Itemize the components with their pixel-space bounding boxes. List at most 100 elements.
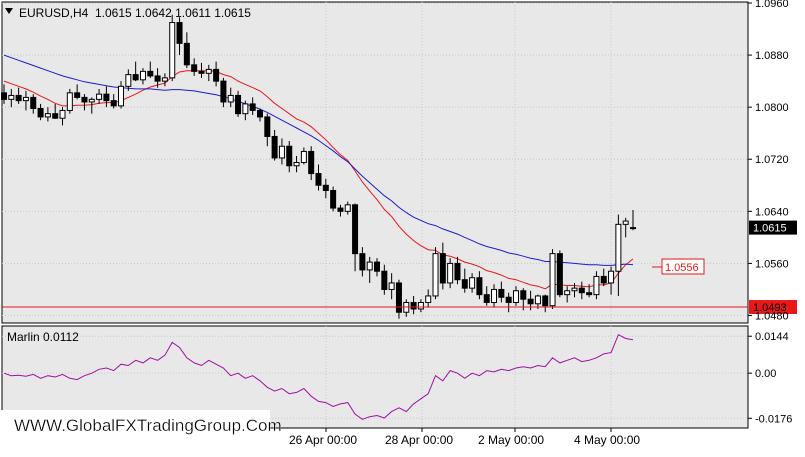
candle[interactable] (132, 61, 139, 82)
candle[interactable] (381, 264, 388, 295)
candle[interactable] (600, 268, 607, 287)
candle[interactable] (118, 81, 125, 109)
candle[interactable] (498, 281, 505, 303)
candle[interactable] (37, 103, 44, 121)
candle[interactable] (374, 258, 381, 277)
candle[interactable] (417, 299, 424, 313)
candle[interactable] (476, 271, 483, 300)
candle[interactable] (74, 84, 81, 100)
candle[interactable] (439, 242, 446, 290)
candle[interactable] (52, 103, 59, 119)
candle[interactable] (169, 14, 176, 82)
candle-body (154, 75, 161, 82)
candle-body (52, 113, 59, 119)
candle[interactable] (322, 178, 329, 199)
candle[interactable] (293, 155, 300, 173)
candle[interactable] (630, 210, 636, 231)
candle[interactable] (88, 97, 95, 114)
candle[interactable] (161, 73, 168, 87)
candle[interactable] (564, 286, 571, 303)
candle[interactable] (608, 266, 615, 295)
candle[interactable] (44, 107, 51, 122)
candle[interactable] (432, 247, 439, 300)
candle[interactable] (352, 203, 359, 272)
candle[interactable] (505, 292, 512, 313)
candle-body (498, 288, 505, 298)
candle-body (213, 68, 220, 82)
candle[interactable] (461, 268, 468, 293)
candle-body (410, 301, 417, 310)
candle[interactable] (271, 129, 278, 161)
candle[interactable] (388, 273, 395, 300)
candle[interactable] (220, 77, 227, 108)
candle[interactable] (96, 88, 103, 104)
candle[interactable] (30, 94, 37, 114)
candle[interactable] (198, 62, 205, 78)
candle-body (432, 253, 439, 297)
candle[interactable] (1, 84, 7, 104)
candle[interactable] (176, 17, 183, 56)
candle[interactable] (8, 88, 15, 108)
candle[interactable] (330, 186, 337, 212)
candle[interactable] (191, 58, 198, 76)
candle[interactable] (235, 90, 242, 117)
candle[interactable] (556, 250, 563, 298)
candle[interactable] (278, 138, 285, 165)
candle[interactable] (366, 256, 373, 283)
candle[interactable] (125, 69, 132, 91)
candle[interactable] (154, 68, 161, 88)
horizontal-lines[interactable]: 1.0493 1.0556 1.0615 (2, 220, 797, 315)
candle[interactable] (337, 204, 344, 217)
candle[interactable] (615, 214, 622, 296)
candle[interactable] (571, 282, 578, 298)
candle-body (454, 262, 461, 281)
candle[interactable] (593, 271, 600, 300)
candle[interactable] (300, 147, 307, 165)
candle[interactable] (66, 88, 73, 114)
candle[interactable] (242, 100, 249, 121)
candle[interactable] (622, 217, 629, 238)
candle-body (593, 275, 600, 296)
candle[interactable] (213, 61, 220, 87)
candlestick-series[interactable] (1, 14, 636, 319)
candle[interactable] (81, 94, 88, 111)
candle[interactable] (227, 87, 234, 108)
candle[interactable] (264, 113, 271, 147)
candle[interactable] (549, 249, 556, 309)
candle[interactable] (454, 256, 461, 285)
candle[interactable] (256, 108, 263, 122)
candle[interactable] (491, 284, 498, 308)
candle[interactable] (542, 294, 549, 313)
candle[interactable] (110, 94, 117, 109)
candle[interactable] (344, 201, 351, 215)
candle[interactable] (103, 86, 110, 108)
candle[interactable] (359, 247, 366, 277)
candle[interactable] (395, 279, 402, 319)
candle-body (22, 96, 29, 102)
candle-body (30, 96, 37, 109)
candle[interactable] (183, 32, 190, 69)
candle[interactable] (469, 273, 476, 293)
oscillator-grid (2, 326, 748, 428)
candle[interactable] (59, 107, 66, 126)
candle[interactable] (315, 164, 322, 191)
candle[interactable] (483, 286, 490, 306)
candle[interactable] (425, 289, 432, 308)
triangle-down-icon[interactable] (5, 8, 13, 14)
candle[interactable] (578, 281, 585, 300)
candle[interactable] (586, 284, 593, 298)
price-panel[interactable] (1, 1, 749, 324)
candle[interactable] (286, 141, 293, 173)
candle[interactable] (410, 295, 417, 315)
candle[interactable] (147, 61, 154, 78)
candle[interactable] (15, 87, 22, 104)
candle[interactable] (308, 146, 315, 181)
candle[interactable] (512, 286, 519, 306)
candle[interactable] (22, 90, 29, 111)
candle[interactable] (447, 258, 454, 289)
candle[interactable] (249, 97, 256, 115)
candle-body (630, 227, 636, 230)
candle[interactable] (205, 64, 212, 82)
candle[interactable] (139, 68, 146, 85)
